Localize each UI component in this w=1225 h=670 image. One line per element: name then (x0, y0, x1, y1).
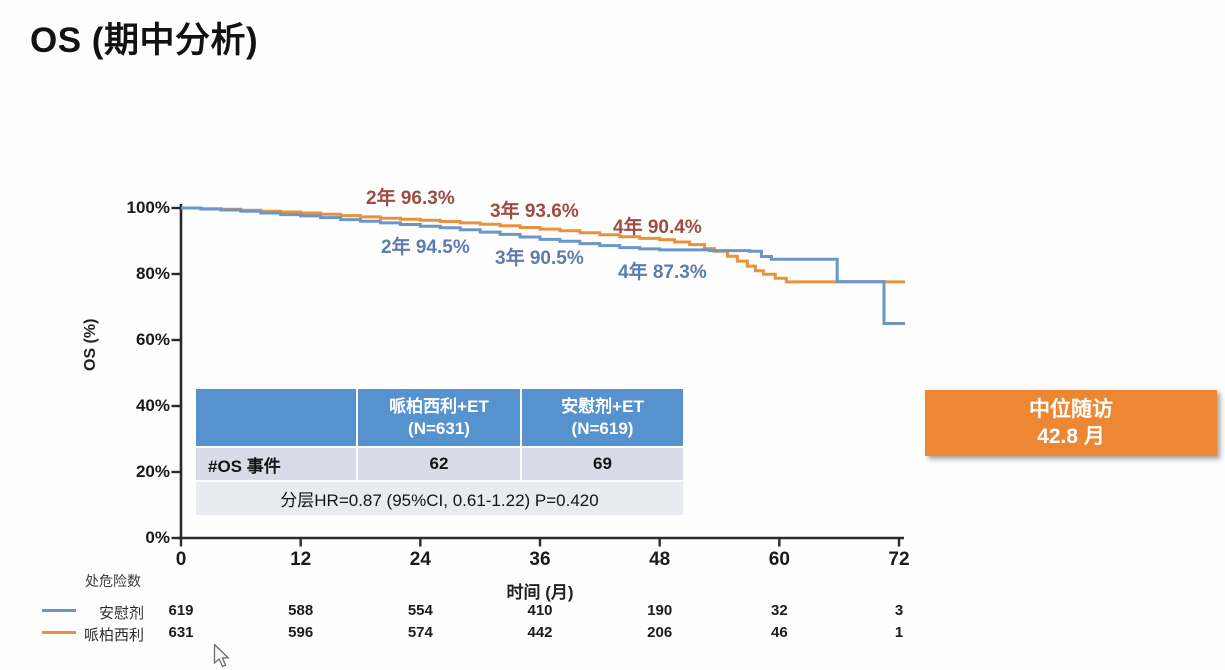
survival-curve-哌柏西利 (181, 206, 905, 284)
survival-curve-安慰剂 (181, 206, 905, 325)
milestone-annotation: 2年 94.5% (381, 237, 470, 258)
milestone-annotation: 3年 90.5% (495, 248, 584, 269)
risk-count: 596 (288, 624, 314, 641)
table-header-placebo: 安慰剂+ET (N=619) (522, 389, 683, 446)
table-corner-cell (196, 389, 356, 446)
x-axis-title: 时间 (月) (506, 583, 574, 602)
badge-line2: 42.8 月 (1037, 425, 1105, 448)
palbociclib-legend-line-icon (42, 631, 76, 634)
x-tick-label: 48 (649, 549, 671, 570)
y-tick-label: 20% (135, 462, 170, 481)
placebo-legend-label: 安慰剂 (98, 605, 144, 622)
table-header-line: (N=631) (408, 418, 470, 438)
risk-count: 619 (168, 602, 194, 619)
y-tick-label: 80% (135, 264, 170, 283)
milestone-annotation: 3年 93.6% (490, 201, 579, 222)
mouse-cursor-icon (213, 644, 230, 668)
x-tick-label: 24 (409, 549, 431, 570)
os-events-row-label: #OS 事件 (196, 448, 356, 480)
risk-count: 190 (647, 602, 673, 619)
y-tick-label: 60% (135, 330, 170, 349)
table-header-line: 安慰剂+ET (561, 397, 644, 417)
median-followup-badge: 中位随访 42.8 月 (925, 390, 1217, 456)
x-tick-label: 60 (768, 549, 790, 570)
y-tick-label: 0% (145, 528, 170, 547)
number-at-risk-title: 处危险数 (85, 573, 141, 589)
page-title: OS (期中分析) (30, 21, 259, 60)
risk-count: 631 (168, 624, 194, 641)
hazard-ratio-footnote: 分层HR=0.87 (95%CI, 0.61-1.22) P=0.420 (196, 482, 683, 515)
y-axis-title: OS (%) (82, 318, 99, 372)
x-tick-label: 12 (290, 549, 312, 570)
milestone-annotation: 2年 96.3% (366, 188, 455, 209)
risk-count: 442 (527, 624, 553, 641)
os-events-table: 哌柏西利+ET (N=631) 安慰剂+ET (N=619) #OS 事件 62… (196, 389, 683, 515)
milestone-annotation: 4年 90.4% (613, 217, 702, 238)
milestone-annotation: 4年 87.3% (618, 262, 707, 283)
badge-line1: 中位随访 (1029, 397, 1113, 421)
x-tick-label: 72 (888, 549, 910, 570)
risk-count: 410 (527, 602, 553, 619)
risk-count: 32 (770, 602, 788, 619)
os-events-placebo: 69 (522, 448, 683, 480)
placebo-legend-line-icon (42, 609, 76, 612)
x-tick-label: 36 (529, 549, 551, 570)
risk-count: 206 (647, 624, 673, 641)
y-tick-label: 100% (126, 198, 170, 217)
risk-count: 554 (407, 602, 433, 619)
y-tick-label: 40% (135, 396, 170, 415)
risk-count: 1 (894, 624, 904, 641)
x-tick-label: 0 (175, 549, 187, 570)
risk-count: 574 (407, 624, 433, 641)
table-header-line: (N=619) (571, 418, 634, 438)
table-header-line: 哌柏西利+ET (389, 397, 489, 417)
os-events-palbociclib: 62 (358, 448, 520, 480)
risk-count: 46 (770, 624, 788, 641)
risk-count: 588 (288, 602, 314, 619)
palbociclib-legend-label: 哌柏西利 (83, 627, 144, 644)
risk-count: 3 (894, 602, 904, 619)
table-header-palbociclib: 哌柏西利+ET (N=631) (358, 389, 520, 446)
